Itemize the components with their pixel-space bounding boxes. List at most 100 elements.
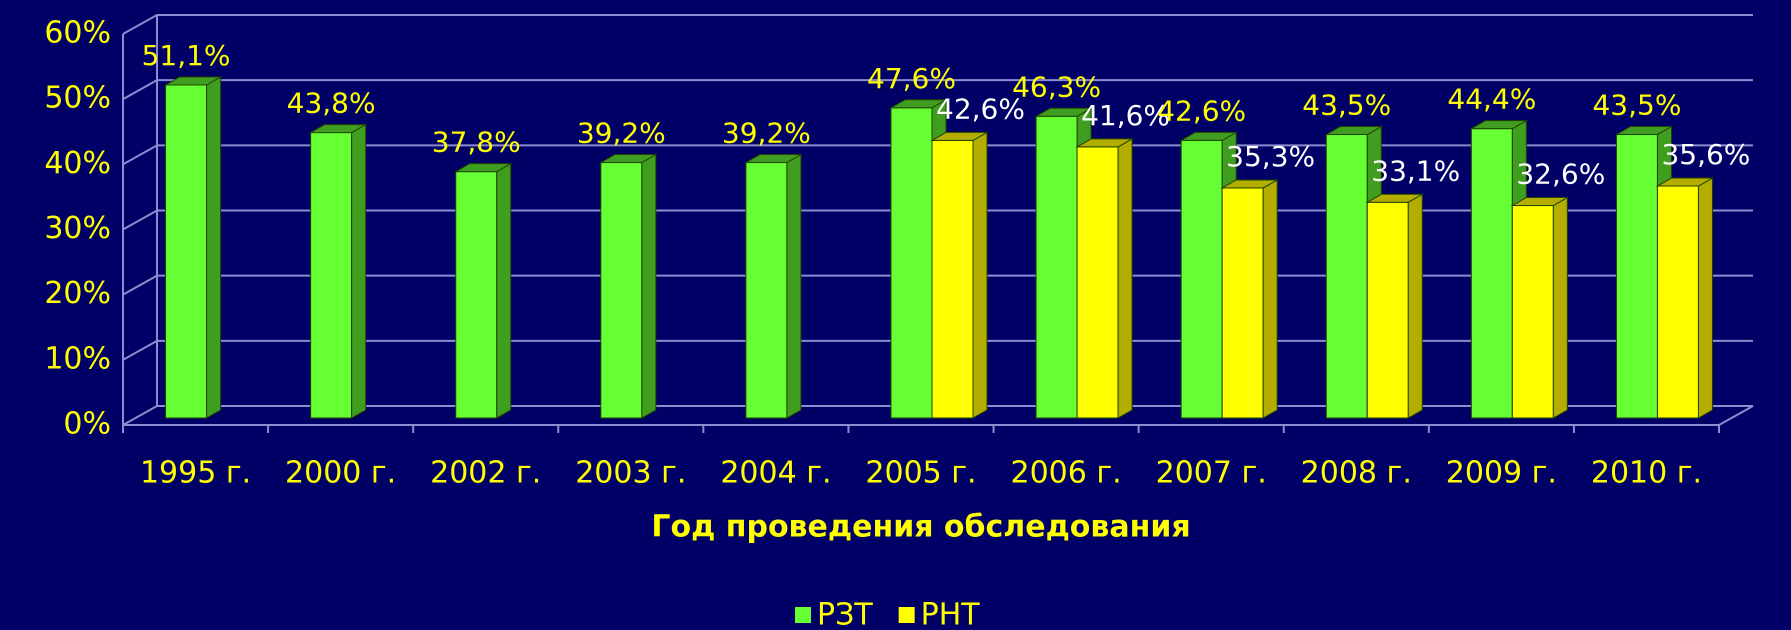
bar-top [1614, 126, 1674, 136]
bar-front [1366, 201, 1409, 419]
bar-top [453, 163, 513, 173]
bar-front [1656, 185, 1699, 419]
data-label: 33,1% [1371, 154, 1460, 187]
y-tick-label: 10% [44, 341, 111, 376]
bar-top [1510, 197, 1570, 207]
bar [1365, 193, 1425, 419]
x-tick-label: 2004 г. [720, 456, 831, 491]
bar-top [1220, 179, 1280, 189]
y-tick-label: 30% [44, 211, 111, 246]
bar-side [1262, 179, 1278, 419]
bar-front [1076, 146, 1119, 419]
data-label: 42,6% [936, 92, 1025, 125]
bar-front [1035, 115, 1078, 419]
data-label: 42,6% [1157, 94, 1246, 127]
bar-top [930, 131, 989, 141]
bar-side [786, 153, 802, 419]
data-label: 39,2% [577, 117, 666, 150]
bar-top [163, 76, 223, 86]
bar-front [890, 107, 933, 419]
x-tick-label: 2005 г. [865, 456, 976, 491]
data-label: 51,1% [142, 39, 231, 72]
bar [163, 76, 223, 419]
x-tick-label: 2000 г. [285, 456, 396, 491]
bar-top [598, 154, 658, 164]
bar-front [1221, 187, 1264, 419]
x-tick-label: 2002 г. [430, 456, 541, 491]
bar-side [351, 123, 367, 419]
bar [1510, 196, 1570, 419]
bar [1655, 177, 1715, 419]
x-tick-label: 2003 г. [575, 456, 686, 491]
bar-side [641, 153, 657, 419]
bar-side [1552, 196, 1568, 419]
bar-side [1407, 193, 1423, 419]
bar-front [931, 139, 974, 419]
data-label: 43,8% [287, 87, 376, 120]
bar [308, 123, 368, 419]
y-tick-label: 0% [63, 407, 111, 442]
legend-swatch [898, 607, 915, 623]
bar-top [1365, 193, 1425, 203]
y-tick-label: 60% [44, 16, 111, 51]
x-tick-label: 2008 г. [1301, 456, 1412, 491]
bar [1220, 179, 1280, 419]
bar-front [1511, 205, 1554, 419]
bar-front [745, 162, 788, 419]
data-label: 43,5% [1592, 89, 1681, 122]
data-label: 46,3% [1012, 70, 1101, 103]
data-label: 37,8% [432, 126, 521, 159]
bar-front [1470, 128, 1513, 419]
bar [744, 153, 803, 419]
grid-line [122, 14, 1753, 35]
x-tick-label: 2007 г. [1156, 456, 1267, 491]
bar-side [1697, 177, 1713, 419]
bar-front [455, 171, 498, 419]
bar-side [206, 76, 222, 419]
data-label: 39,2% [722, 117, 811, 150]
bar-front [1325, 134, 1368, 419]
data-label: 32,6% [1516, 158, 1605, 191]
legend-label: РНТ [921, 598, 981, 630]
grid-line [122, 79, 1753, 101]
bar-front [165, 84, 208, 419]
bar [598, 153, 658, 419]
x-axis-title: Год проведения обследования [651, 510, 1190, 545]
bar [930, 131, 989, 419]
bar-side [972, 131, 988, 419]
bar-top [744, 154, 803, 164]
bar [1324, 125, 1384, 419]
legend-label: РЗТ [817, 598, 873, 630]
data-label: 43,5% [1302, 89, 1391, 122]
bar-front [310, 132, 353, 419]
bar-top [1179, 131, 1239, 141]
y-tick-label: 20% [44, 276, 111, 311]
y-tick-label: 50% [44, 81, 111, 116]
bar-top [308, 124, 368, 134]
bar-top [1469, 120, 1529, 130]
bar-top [889, 99, 948, 109]
y-tick-label: 40% [44, 146, 111, 181]
data-label: 41,6% [1081, 99, 1170, 132]
bar-front [600, 162, 643, 419]
bar [453, 162, 513, 419]
x-tick-label: 2010 г. [1591, 456, 1702, 491]
x-tick-label: 1995 г. [140, 456, 251, 491]
legend-swatch [795, 607, 811, 623]
bar-side [1117, 138, 1133, 419]
data-label: 35,3% [1226, 140, 1315, 173]
bar-top [1324, 126, 1384, 136]
data-label: 35,6% [1661, 138, 1750, 171]
bar-top [1034, 107, 1093, 117]
bar-front [1180, 139, 1223, 419]
x-tick-label: 2009 г. [1446, 456, 1557, 491]
data-label: 47,6% [867, 62, 956, 95]
bar-side [496, 162, 512, 419]
bar-top [1075, 138, 1134, 148]
bar-front [1615, 134, 1658, 419]
bar [1075, 138, 1134, 419]
data-label: 44,4% [1447, 83, 1536, 116]
bar-top [1655, 177, 1715, 187]
x-tick-label: 2006 г. [1010, 456, 1121, 491]
